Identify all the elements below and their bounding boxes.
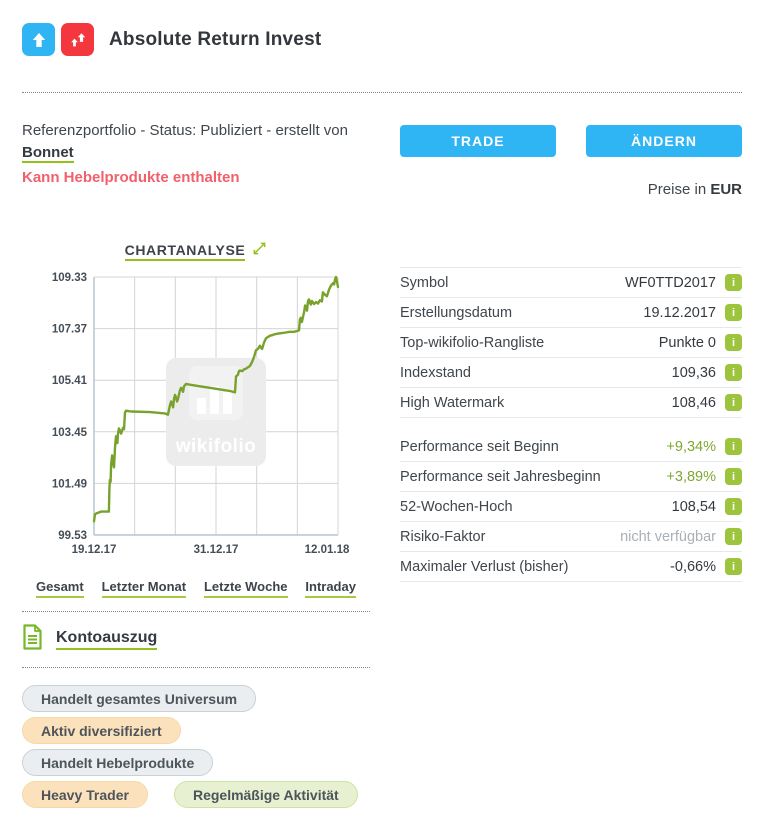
status-text: Referenzportfolio - Status: Publiziert -…: [22, 122, 348, 139]
info-icon[interactable]: i: [725, 528, 742, 545]
key-figures-table: Symbol WF0TTD2017 i Erstellungsdatum 19.12.…: [400, 267, 742, 582]
tag-list: Handelt gesamtes Universum Aktiv diversi…: [22, 685, 370, 808]
document-icon: [22, 623, 43, 655]
info-icon[interactable]: i: [725, 558, 742, 575]
header: Absolute Return Invest: [22, 0, 742, 56]
currency-note: Preise in EUR: [400, 181, 742, 198]
range-letzte-woche[interactable]: Letzte Woche: [203, 579, 288, 598]
leverage-warning: Kann Hebelprodukte enthalten: [22, 169, 240, 186]
info-icon[interactable]: i: [725, 304, 742, 321]
expand-icon[interactable]: [252, 241, 267, 261]
table-row: 52-Wochen-Hoch 108,54 i: [400, 492, 742, 522]
tag-handelt-gesamtes-universum: Handelt gesamtes Universum: [22, 685, 257, 712]
wikifolio-detail-page: Absolute Return Invest Referenzportfolio…: [22, 0, 742, 808]
portfolio-status: Referenzportfolio - Status: Publiziert -…: [22, 120, 370, 164]
table-row: Symbol WF0TTD2017 i: [400, 267, 742, 298]
page-title: Absolute Return Invest: [109, 28, 322, 50]
separator: [22, 611, 370, 612]
separator: [22, 667, 370, 668]
tag-heavy-trader: Heavy Trader: [22, 781, 148, 808]
long-strategy-icon: [22, 23, 55, 56]
aendern-button[interactable]: ÄNDERN: [586, 125, 742, 157]
prices-label: Preise in: [647, 181, 707, 198]
svg-text:101.49: 101.49: [52, 478, 87, 490]
svg-text:19.12.17: 19.12.17: [72, 544, 117, 556]
table-group-gap: [400, 418, 742, 432]
performance-chart: 99.53 101.49 103.45 105.41 107.37 109.33 19.12…: [52, 272, 350, 556]
info-icon[interactable]: i: [725, 394, 742, 411]
info-icon[interactable]: i: [725, 498, 742, 515]
table-row: Maximaler Verlust (bisher) -0,66% i: [400, 552, 742, 582]
leverage-products-icon: [61, 23, 94, 56]
svg-text:wikifolio: wikifolio: [175, 436, 257, 457]
currency-code: EUR: [710, 181, 742, 198]
tag-handelt-hebelprodukte: Handelt Hebelprodukte: [22, 749, 214, 776]
svg-text:109.33: 109.33: [52, 272, 87, 284]
table-row: Erstellungsdatum 19.12.2017 i: [400, 298, 742, 328]
tag-regelmaessige-aktivitaet: Regelmäßige Aktivität: [173, 781, 358, 808]
svg-text:105.41: 105.41: [52, 375, 88, 387]
kontoauszug-link[interactable]: Kontoauszug: [56, 629, 158, 650]
table-row: Risiko-Faktor nicht verfügbar i: [400, 522, 742, 552]
range-intraday[interactable]: Intraday: [305, 579, 356, 598]
info-icon[interactable]: i: [725, 364, 742, 381]
chartanalyse-row: CHARTANALYSE: [22, 241, 370, 261]
table-row: Indexstand 109,36 i: [400, 358, 742, 388]
info-icon[interactable]: i: [725, 468, 742, 485]
svg-text:107.37: 107.37: [52, 324, 87, 336]
svg-text:12.01.18: 12.01.18: [305, 544, 350, 556]
svg-text:99.53: 99.53: [58, 530, 87, 542]
info-icon[interactable]: i: [725, 334, 742, 351]
tag-aktiv-diversifiziert: Aktiv diversifiziert: [22, 717, 181, 744]
info-icon[interactable]: i: [725, 274, 742, 291]
action-buttons: TRADE ÄNDERN: [400, 125, 742, 157]
header-separator: [22, 92, 742, 93]
table-row: Performance seit Jahresbeginn +3,89% i: [400, 462, 742, 492]
range-gesamt[interactable]: Gesamt: [36, 579, 84, 598]
chartanalyse-link[interactable]: CHARTANALYSE: [124, 242, 246, 261]
table-row: High Watermark 108,46 i: [400, 388, 742, 418]
chart-range-tabs: Gesamt Letzter Monat Letzte Woche Intrad…: [22, 579, 370, 598]
svg-text:31.12.17: 31.12.17: [194, 544, 239, 556]
table-row: Performance seit Beginn +9,34% i: [400, 432, 742, 462]
kontoauszug-row: Kontoauszug: [22, 623, 370, 655]
range-letzter-monat[interactable]: Letzter Monat: [101, 579, 187, 598]
trade-button[interactable]: TRADE: [400, 125, 556, 157]
author-link[interactable]: Bonnet: [22, 144, 74, 163]
svg-text:103.45: 103.45: [52, 427, 88, 439]
info-icon[interactable]: i: [725, 438, 742, 455]
